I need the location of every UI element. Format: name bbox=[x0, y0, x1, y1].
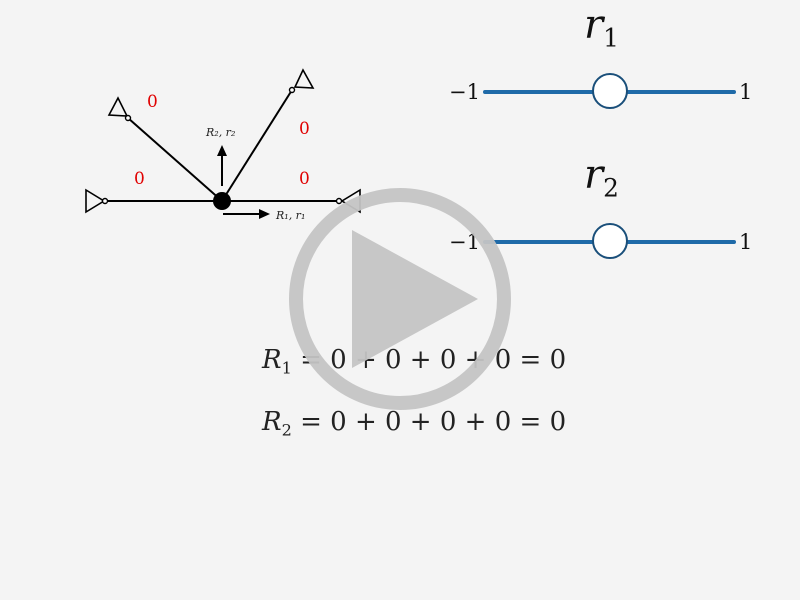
terminal-dot-upper-left bbox=[124, 114, 132, 122]
wire-label-right: 0 bbox=[299, 169, 310, 189]
wire-upper-left bbox=[127, 117, 223, 202]
terminal-dot-right bbox=[335, 197, 343, 205]
terminal-dot-left bbox=[101, 197, 109, 205]
wire-label-upper-left: 0 bbox=[147, 92, 158, 112]
output1-label: R₁, r₁ bbox=[275, 209, 305, 222]
junction-node bbox=[213, 192, 231, 210]
equation-r1: R1 = 0 + 0 + 0 + 0 = 0 bbox=[262, 345, 567, 378]
slider-r2-label: r2 bbox=[584, 152, 619, 203]
wire-upper-right bbox=[221, 89, 293, 202]
slider-r2-max: 1 bbox=[739, 230, 753, 254]
slider-r1-min: −1 bbox=[449, 80, 480, 104]
terminal-upper-right-icon bbox=[293, 68, 315, 89]
terminal-dot-upper-right bbox=[288, 86, 296, 94]
wire-label-upper-right: 0 bbox=[299, 119, 310, 139]
equation-r2: R2 = 0 + 0 + 0 + 0 = 0 bbox=[262, 407, 567, 440]
slider-r1-max: 1 bbox=[739, 80, 753, 104]
slider-r1-knob[interactable] bbox=[591, 73, 628, 109]
slider-r2-knob[interactable] bbox=[591, 223, 628, 259]
terminal-left-icon bbox=[85, 188, 106, 214]
slider-r1-label: r1 bbox=[584, 2, 619, 53]
terminal-upper-left-icon bbox=[107, 96, 129, 117]
wire-label-left: 0 bbox=[134, 169, 145, 189]
output2-label: R₂, r₂ bbox=[205, 126, 235, 139]
